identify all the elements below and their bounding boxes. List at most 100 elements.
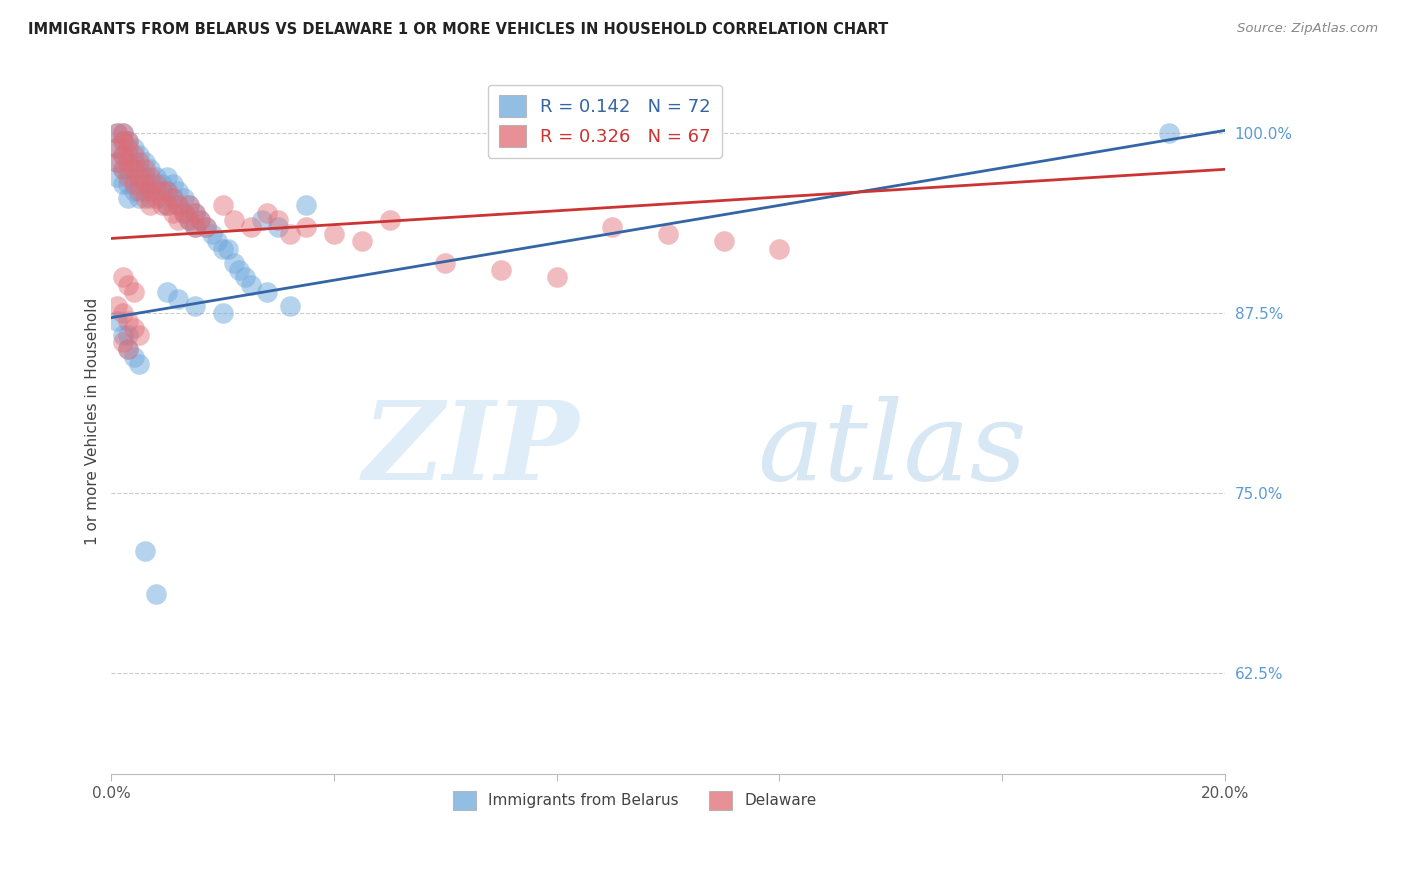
Point <box>173 205 195 219</box>
Point <box>111 177 134 191</box>
Point <box>768 242 790 256</box>
Point <box>156 198 179 212</box>
Point <box>205 235 228 249</box>
Point <box>134 169 156 184</box>
Point <box>145 184 167 198</box>
Point <box>122 141 145 155</box>
Point <box>179 212 201 227</box>
Point <box>195 219 218 234</box>
Point <box>546 270 568 285</box>
Point <box>211 198 233 212</box>
Point <box>239 277 262 292</box>
Point <box>190 212 212 227</box>
Point <box>134 162 156 177</box>
Point <box>162 191 184 205</box>
Point <box>111 134 134 148</box>
Point <box>117 134 139 148</box>
Point <box>222 256 245 270</box>
Point <box>239 219 262 234</box>
Point <box>111 148 134 162</box>
Point <box>184 205 207 219</box>
Point <box>145 177 167 191</box>
Point <box>122 285 145 299</box>
Point <box>117 141 139 155</box>
Point <box>179 212 201 227</box>
Point <box>179 198 201 212</box>
Point <box>190 212 212 227</box>
Point <box>378 212 401 227</box>
Point <box>122 177 145 191</box>
Point <box>184 219 207 234</box>
Point <box>128 162 150 177</box>
Point <box>128 184 150 198</box>
Point <box>295 198 318 212</box>
Point <box>222 212 245 227</box>
Point <box>145 191 167 205</box>
Point <box>128 191 150 205</box>
Point <box>111 162 134 177</box>
Point <box>162 191 184 205</box>
Point <box>122 148 145 162</box>
Point <box>134 155 156 169</box>
Point <box>184 219 207 234</box>
Text: ZIP: ZIP <box>363 396 579 503</box>
Point <box>122 155 145 169</box>
Point <box>117 277 139 292</box>
Point <box>117 155 139 169</box>
Point <box>139 184 162 198</box>
Point <box>156 184 179 198</box>
Point <box>167 212 190 227</box>
Point <box>350 235 373 249</box>
Point <box>150 177 173 191</box>
Point <box>139 169 162 184</box>
Text: IMMIGRANTS FROM BELARUS VS DELAWARE 1 OR MORE VEHICLES IN HOUSEHOLD CORRELATION : IMMIGRANTS FROM BELARUS VS DELAWARE 1 OR… <box>28 22 889 37</box>
Point <box>122 320 145 334</box>
Point <box>111 126 134 140</box>
Point <box>117 134 139 148</box>
Point <box>105 169 128 184</box>
Text: Source: ZipAtlas.com: Source: ZipAtlas.com <box>1237 22 1378 36</box>
Point <box>139 177 162 191</box>
Point <box>167 198 190 212</box>
Point <box>117 343 139 357</box>
Point <box>256 285 278 299</box>
Point <box>489 263 512 277</box>
Point <box>117 162 139 177</box>
Point <box>105 126 128 140</box>
Point <box>323 227 346 241</box>
Point <box>111 327 134 342</box>
Point <box>117 313 139 327</box>
Point <box>111 335 134 350</box>
Point <box>156 169 179 184</box>
Point <box>173 205 195 219</box>
Point <box>105 126 128 140</box>
Point <box>111 306 134 320</box>
Point <box>145 169 167 184</box>
Point <box>128 357 150 371</box>
Point <box>105 299 128 313</box>
Point <box>117 191 139 205</box>
Point <box>150 184 173 198</box>
Point <box>122 169 145 184</box>
Point <box>278 299 301 313</box>
Point <box>167 198 190 212</box>
Point <box>111 270 134 285</box>
Point <box>105 155 128 169</box>
Point <box>150 198 173 212</box>
Point <box>250 212 273 227</box>
Point <box>162 177 184 191</box>
Point <box>117 177 139 191</box>
Point <box>195 219 218 234</box>
Point <box>111 162 134 177</box>
Point <box>122 162 145 177</box>
Point <box>117 327 139 342</box>
Point <box>233 270 256 285</box>
Point <box>117 169 139 184</box>
Point <box>602 219 624 234</box>
Point <box>167 292 190 306</box>
Point <box>184 205 207 219</box>
Point <box>184 299 207 313</box>
Legend: Immigrants from Belarus, Delaware: Immigrants from Belarus, Delaware <box>447 785 823 816</box>
Point <box>128 327 150 342</box>
Point <box>145 587 167 601</box>
